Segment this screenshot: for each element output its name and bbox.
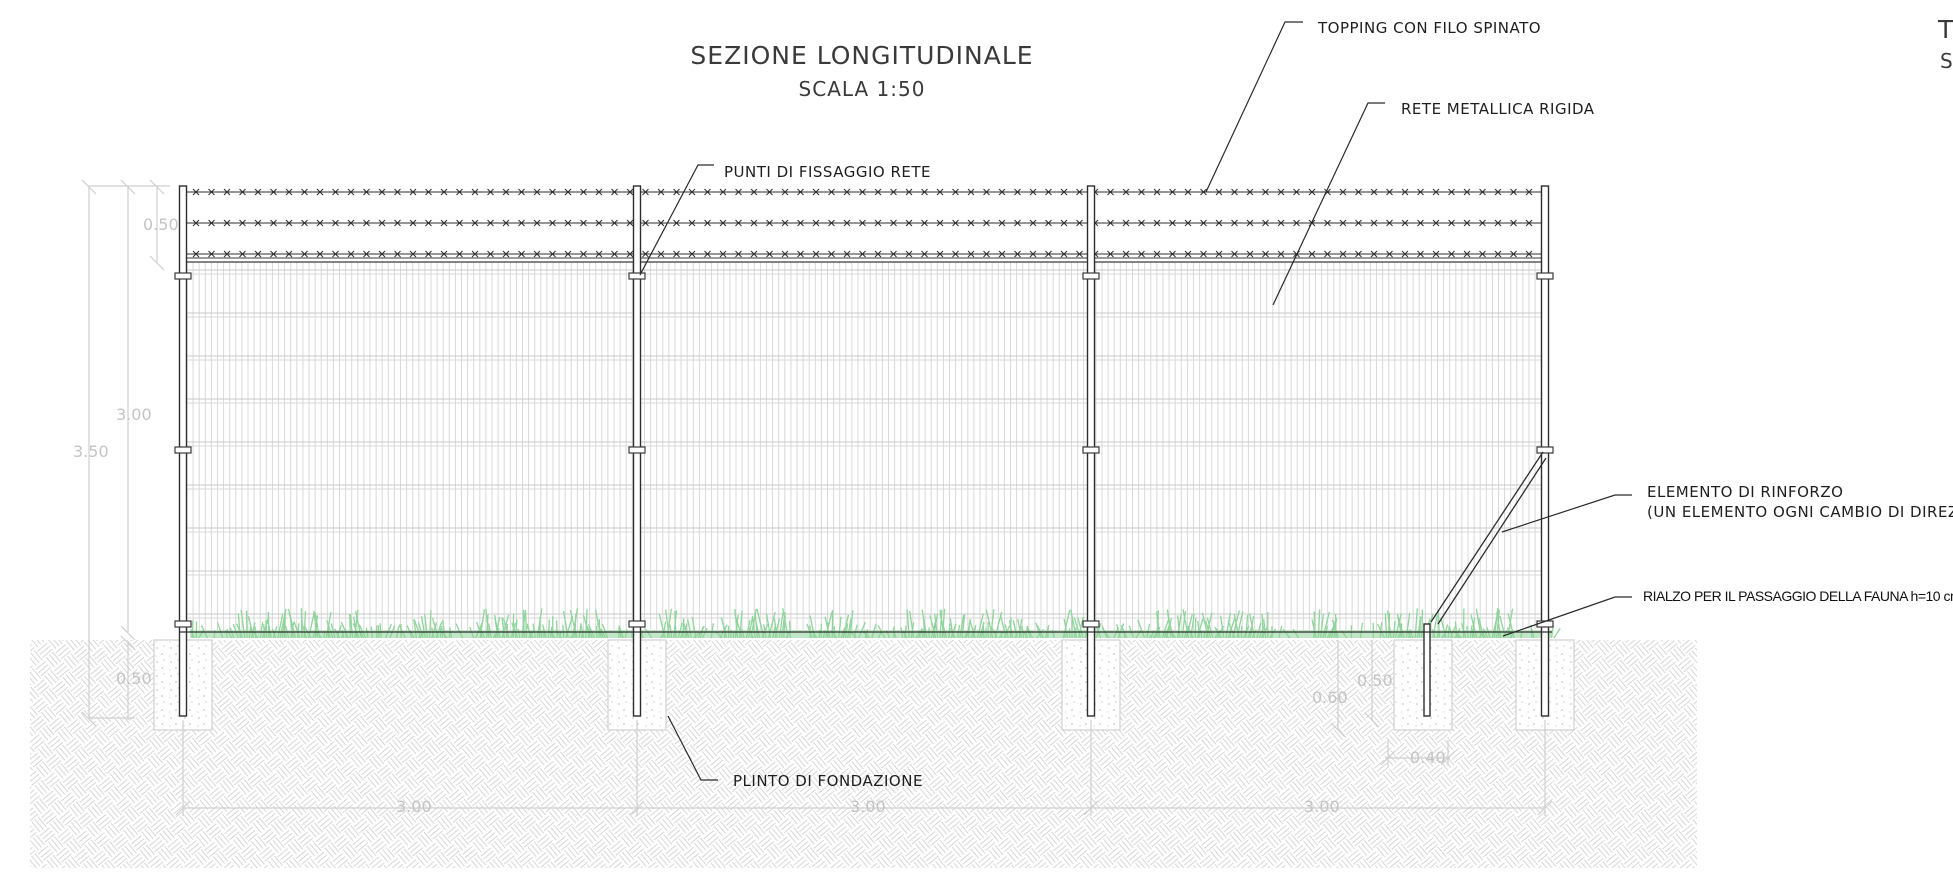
- fixing-point: [1536, 272, 1554, 280]
- dim-plinth-depth: 0.50: [116, 669, 152, 688]
- dim-plinth-depth-2: 0.60: [1312, 688, 1348, 707]
- corner-letter-bottom: S: [1940, 49, 1953, 73]
- plinth: [1393, 639, 1453, 731]
- dim-span-3: 3.00: [1304, 797, 1340, 816]
- dim-fence-height: 3.00: [116, 405, 152, 424]
- dim-plinth-width: 0.40: [1410, 748, 1446, 767]
- drawing-scale: SCALA 1:50: [799, 77, 926, 101]
- dim-total-height: 3.50: [73, 442, 109, 461]
- label-topping: TOPPING CON FILO SPINATO: [1317, 19, 1541, 37]
- dim-plinth-depth-3: 0.50: [1357, 671, 1393, 690]
- label-plinto: PLINTO DI FONDAZIONE: [733, 772, 923, 790]
- corner-letter-top: T: [1937, 15, 1953, 44]
- fence-posts: [174, 185, 1554, 717]
- leader-lines: [639, 21, 1632, 781]
- fixing-point: [1082, 620, 1100, 628]
- fixing-point: [628, 620, 646, 628]
- fixing-point: [174, 620, 192, 628]
- fixing-point: [1082, 272, 1100, 280]
- reinforcement-strut: [1423, 451, 1547, 717]
- rigid-mesh-panel: [183, 257, 1545, 630]
- dimension-lines: [81, 179, 1553, 816]
- drawing-title: SEZIONE LONGITUDINALE: [690, 41, 1033, 70]
- fixing-point: [628, 272, 646, 280]
- label-rinforzo-1: ELEMENTO DI RINFORZO: [1647, 483, 1843, 501]
- dim-topping-height: 0.50: [143, 215, 179, 234]
- label-rete: RETE METALLICA RIGIDA: [1401, 100, 1595, 118]
- label-rinforzo-2: (UN ELEMENTO OGNI CAMBIO DI DIREZIONE): [1647, 503, 1953, 521]
- label-punti: PUNTI DI FISSAGGIO RETE: [724, 163, 931, 181]
- barbed-wire-topping: [183, 188, 1545, 258]
- label-rialzo: RIALZO PER IL PASSAGGIO DELLA FAUNA h=10…: [1643, 588, 1953, 604]
- grass-strip: [190, 608, 1561, 639]
- dim-span-2: 3.00: [850, 797, 886, 816]
- dim-span-1: 3.00: [396, 797, 432, 816]
- fixing-point: [174, 272, 192, 280]
- fixing-point: [174, 446, 192, 454]
- fixing-point: [1082, 446, 1100, 454]
- fixing-point: [1536, 446, 1554, 454]
- fixing-point: [628, 446, 646, 454]
